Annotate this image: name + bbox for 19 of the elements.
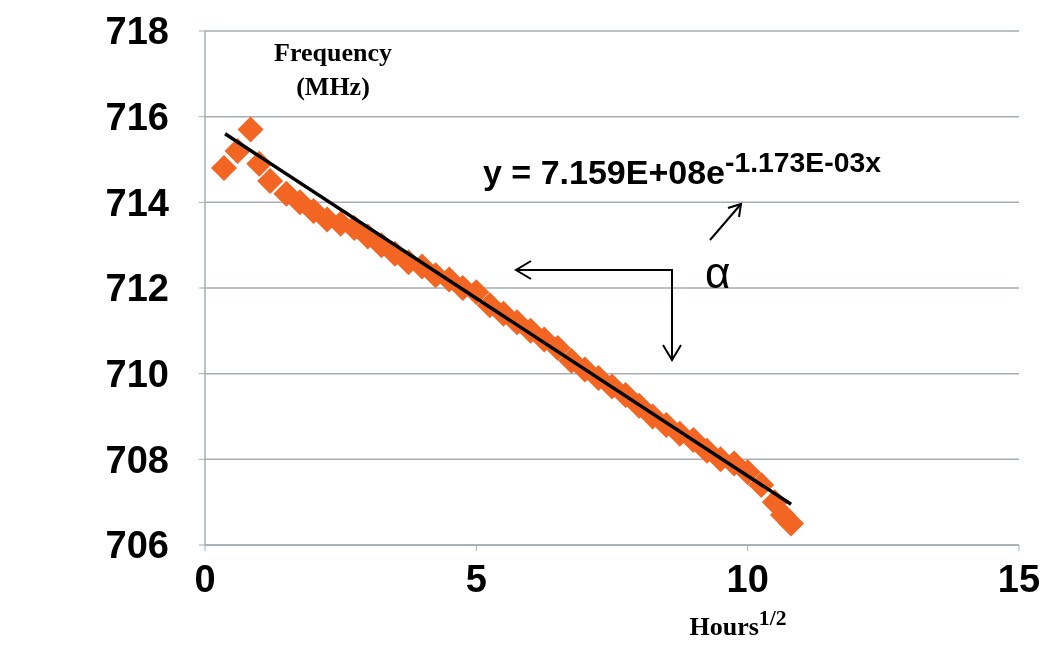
y-tick-label: 708 bbox=[105, 438, 169, 481]
x-tick-label: 15 bbox=[997, 557, 1041, 600]
y-tick-label: 718 bbox=[105, 10, 169, 53]
point bbox=[210, 155, 237, 182]
y-tick-label: 712 bbox=[105, 267, 169, 310]
point bbox=[778, 510, 805, 537]
x-tick-label: 10 bbox=[726, 557, 769, 600]
y-tick-label: 710 bbox=[105, 353, 169, 396]
annotation: α bbox=[705, 248, 731, 298]
x-tick-label: 0 bbox=[194, 557, 216, 600]
point bbox=[257, 167, 284, 194]
x-axis-title: Hours$^{1/2}$ bbox=[688, 606, 788, 642]
y-tick-label: 714 bbox=[105, 181, 169, 224]
y-tick-label: 716 bbox=[105, 96, 169, 139]
y-tick-label: 706 bbox=[105, 524, 169, 567]
annotation: y = 7.159E+08e$^{-1.173E-03x}$ bbox=[483, 146, 881, 193]
point bbox=[237, 116, 264, 143]
y-axis-title: Frequency (MHz) bbox=[273, 37, 393, 103]
x-tick-label: 5 bbox=[465, 557, 487, 600]
